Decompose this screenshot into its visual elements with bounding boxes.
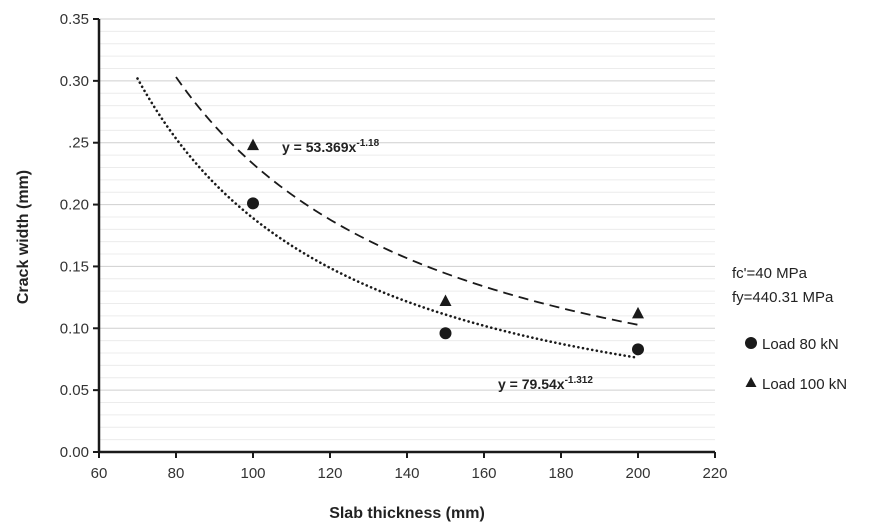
x-tick-label: 140 xyxy=(394,465,419,482)
y-tick-label: 0.10 xyxy=(60,320,89,337)
legend: Load 80 kN Load 100 kN xyxy=(745,336,847,393)
y-tick-label: 0.35 xyxy=(60,11,89,28)
equation-80kn: y = 79.54x-1.312 xyxy=(498,375,593,392)
y-tick-labels: 0.00 0.05 0.10 0.15 0.20 .25 0.30 0.35 xyxy=(60,11,89,461)
axes xyxy=(93,18,716,458)
legend-label-80kn: Load 80 kN xyxy=(762,336,839,353)
x-axis-title: Slab thickness (mm) xyxy=(329,505,485,522)
x-tick-label: 220 xyxy=(702,465,727,482)
y-tick-label: 0.05 xyxy=(60,382,89,399)
point-100kn xyxy=(632,306,644,319)
gridlines xyxy=(99,18,715,441)
y-tick-label: 0.15 xyxy=(60,258,89,275)
y-tick-label: .25 xyxy=(68,135,89,152)
equation-100kn: y = 53.369x-1.18 xyxy=(282,138,380,155)
x-tick-label: 60 xyxy=(91,465,108,482)
note-fy: fy=440.31 MPa xyxy=(732,289,834,306)
note-fc: fc'=40 MPa xyxy=(732,265,808,282)
trendlines xyxy=(136,76,640,360)
point-80kn xyxy=(439,327,452,340)
point-100kn xyxy=(439,294,452,307)
x-tick-label: 100 xyxy=(240,465,265,482)
trendline-100kn xyxy=(175,76,639,326)
y-axis-title: Crack width (mm) xyxy=(15,170,32,304)
y-tick-label: 0.30 xyxy=(60,73,89,90)
legend-label-100kn: Load 100 kN xyxy=(762,376,847,393)
x-tick-label: 120 xyxy=(317,465,342,482)
x-tick-label: 180 xyxy=(548,465,573,482)
point-100kn xyxy=(247,138,259,151)
y-tick-label: 0.00 xyxy=(60,444,89,461)
data-points xyxy=(247,138,644,356)
x-tick-label: 200 xyxy=(625,465,650,482)
x-tick-label: 160 xyxy=(471,465,496,482)
point-80kn xyxy=(632,343,644,356)
legend-triangle-marker xyxy=(745,377,757,387)
x-tick-label: 80 xyxy=(168,465,185,482)
point-80kn xyxy=(247,197,259,210)
trendline-80kn xyxy=(136,77,640,360)
legend-circle-marker xyxy=(745,337,757,349)
x-tick-labels: 60 80 100 120 140 160 180 200 220 xyxy=(91,465,728,482)
y-tick-label: 0.20 xyxy=(60,197,89,214)
